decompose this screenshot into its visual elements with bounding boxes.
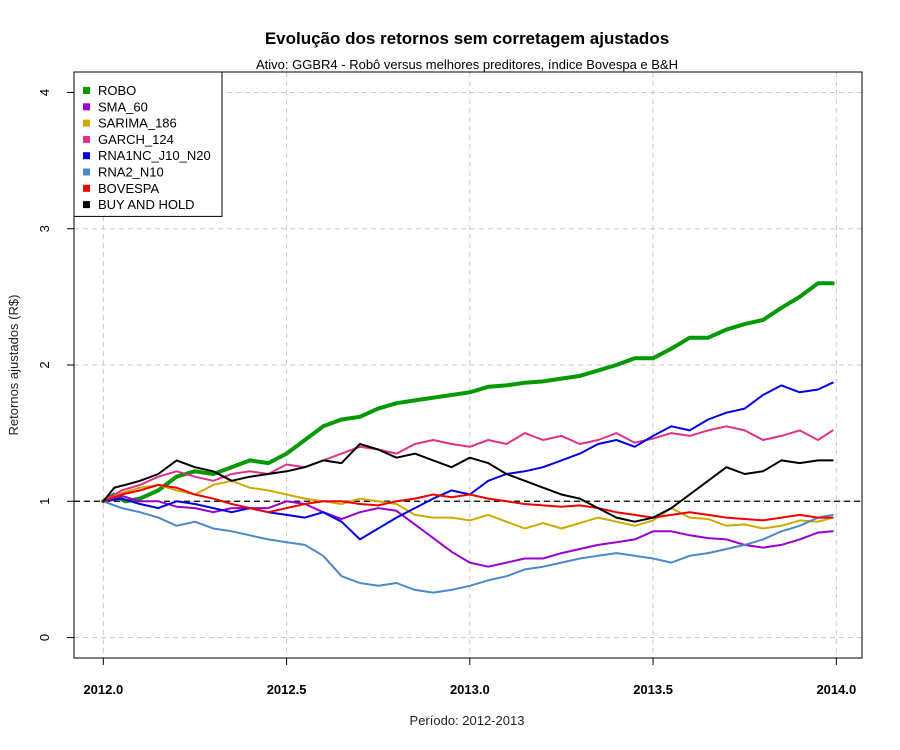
- legend-swatch: [83, 135, 90, 143]
- legend-swatch: [83, 119, 90, 127]
- legend-label: BOVESPA: [98, 181, 160, 196]
- legend-label: SMA_60: [98, 99, 148, 114]
- x-tick-label: 2013.0: [450, 682, 490, 697]
- legend-label: RNA1NC_J10_N20: [98, 148, 211, 163]
- chart-title: Evolução dos retornos sem corretagem aju…: [265, 29, 669, 48]
- y-axis: 0 1 2 3 4: [37, 89, 74, 641]
- y-axis-label: Retornos ajustados (R$): [6, 295, 21, 436]
- x-tick-label: 2012.5: [267, 682, 307, 697]
- legend-swatch: [83, 184, 90, 192]
- legend-swatch: [83, 103, 90, 111]
- x-tick-label: 2013.5: [633, 682, 673, 697]
- legend-label: RNA2_N10: [98, 165, 164, 180]
- x-axis: 2012.0 2012.5 2013.0 2013.5 2014.0: [83, 658, 856, 697]
- y-tick-label: 4: [37, 89, 52, 96]
- x-tick-label: 2014.0: [816, 682, 856, 697]
- legend-swatch: [83, 152, 90, 160]
- y-tick-label: 1: [37, 498, 52, 505]
- y-tick-label: 2: [37, 361, 52, 368]
- legend-swatch: [83, 201, 90, 209]
- legend-label: GARCH_124: [98, 132, 174, 147]
- series-line-sarima-186: [102, 479, 834, 530]
- legend-swatch: [83, 87, 90, 94]
- x-axis-label: Período: 2012-2013: [410, 713, 525, 728]
- legend-label: BUY AND HOLD: [98, 197, 195, 212]
- y-tick-label: 3: [37, 225, 52, 232]
- legend-label: SARIMA_186: [98, 116, 177, 131]
- legend-swatch: [83, 168, 90, 176]
- y-tick-label: 0: [37, 634, 52, 641]
- x-tick-label: 2012.0: [83, 682, 123, 697]
- legend-box: [73, 71, 223, 217]
- chart-subtitle: Ativo: GGBR4 - Robô versus melhores pred…: [256, 57, 678, 72]
- series-line-sma-60: [102, 494, 834, 568]
- series-line-robo: [101, 281, 835, 504]
- legend-label: ROBO: [98, 83, 136, 98]
- series-line-rna1nc-j10-n20: [102, 381, 834, 541]
- series-lines: [101, 281, 835, 594]
- series-line-buy-and-hold: [102, 443, 834, 523]
- series-line-bovespa: [102, 483, 834, 522]
- series-line-garch-124: [102, 425, 834, 503]
- grid: [74, 72, 862, 658]
- series-line-rna2-n10: [102, 500, 834, 594]
